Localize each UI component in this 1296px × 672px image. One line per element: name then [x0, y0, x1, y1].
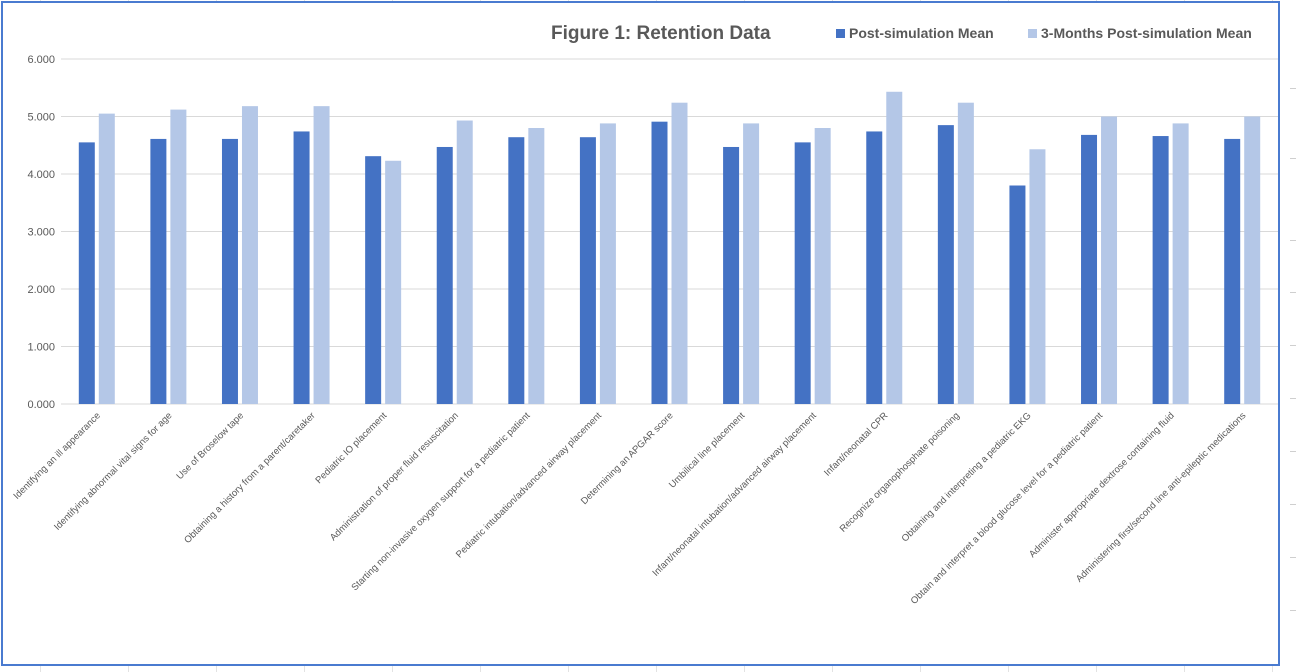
- bar-3-months-11: [814, 128, 831, 404]
- legend-label-post-simulation: Post-simulation Mean: [849, 25, 994, 41]
- bar-post-simulation-7: [508, 137, 525, 404]
- bar-3-months-14: [1029, 149, 1046, 404]
- x-tick-label: Administer appropriate dextrose containi…: [1027, 410, 1177, 560]
- bar-post-simulation-9: [651, 121, 668, 405]
- bar-3-months-1: [98, 113, 115, 404]
- bar-post-simulation-8: [579, 137, 596, 404]
- x-tick-label: Obtaining and interpreting a pediatric E…: [900, 410, 1034, 544]
- bar-3-months-4: [313, 106, 330, 405]
- legend-swatch-3-months: [1028, 29, 1037, 38]
- x-tick-label: Use of Broselow tape: [174, 410, 246, 482]
- bar-post-simulation-12: [866, 131, 883, 404]
- bar-post-simulation-3: [221, 138, 238, 405]
- bar-post-simulation-5: [365, 156, 382, 404]
- gridlines: [61, 58, 1278, 405]
- bar-3-months-17: [1244, 116, 1261, 404]
- bar-post-simulation-13: [937, 125, 954, 404]
- x-tick-label: Administering first/second line anti-epi…: [1074, 410, 1248, 584]
- bar-3-months-6: [456, 120, 473, 405]
- bar-3-months-13: [957, 102, 974, 404]
- bar-3-months-3: [241, 106, 258, 405]
- x-tick-label: Umbilical line placement: [667, 410, 747, 490]
- bar-3-months-10: [743, 123, 760, 405]
- chart-title: Figure 1: Retention Data: [551, 23, 771, 44]
- y-tick-label: 3.000: [27, 227, 55, 239]
- bar-chart-plot: 0.000 1.000 2.000 3.000 4.000 5.000 6.000 Iden…: [11, 54, 1278, 607]
- y-tick-label: 5.000: [27, 112, 55, 124]
- y-tick-label: 6.000: [27, 54, 55, 66]
- bars: [78, 91, 1261, 405]
- y-tick-label: 1.000: [27, 342, 55, 354]
- bar-3-months-5: [385, 160, 402, 404]
- bar-3-months-9: [671, 102, 688, 404]
- x-tick-label: Administration of proper fluid resuscita…: [328, 410, 461, 543]
- x-tick-label: Recognize organophosphate poisoning: [838, 410, 962, 534]
- x-tick-label: Identifying abnormal vital signs for age: [52, 410, 174, 532]
- y-axis-tick-labels: 0.000 1.000 2.000 3.000 4.000 5.000 6.000: [27, 54, 55, 411]
- bar-post-simulation-11: [794, 142, 811, 404]
- bar-post-simulation-15: [1081, 134, 1098, 404]
- bar-post-simulation-1: [78, 142, 95, 404]
- bar-post-simulation-2: [150, 138, 167, 405]
- legend-entry-3-months: 3-Months Post-simulation Mean: [1028, 25, 1252, 41]
- x-tick-label: Pediatric IO placement: [314, 410, 390, 486]
- bar-3-months-12: [886, 91, 903, 405]
- bar-post-simulation-6: [436, 146, 453, 404]
- legend-entry-post-simulation: Post-simulation Mean: [836, 25, 994, 41]
- legend-swatch-post-simulation: [836, 29, 845, 38]
- bar-post-simulation-17: [1224, 138, 1241, 405]
- x-tick-label: Obtaining a history from a parent/careta…: [182, 410, 317, 545]
- bar-post-simulation-4: [293, 131, 310, 404]
- bar-post-simulation-10: [723, 146, 740, 404]
- chart-area[interactable]: Figure 1: Retention Data Post-simulation…: [1, 1, 1280, 666]
- x-axis-tick-labels: Identifying an ill appearanceIdentifying…: [11, 410, 1248, 607]
- bar-3-months-2: [170, 109, 187, 404]
- bar-post-simulation-16: [1152, 136, 1169, 405]
- x-tick-label: Infant/neonatal intubation/advanced airw…: [650, 410, 819, 579]
- bar-post-simulation-14: [1009, 185, 1026, 404]
- y-tick-label: 0.000: [27, 399, 55, 411]
- x-tick-label: Infant/neonatal CPR: [822, 410, 890, 478]
- y-tick-label: 4.000: [27, 169, 55, 181]
- bar-3-months-15: [1101, 116, 1118, 404]
- bar-3-months-8: [599, 123, 616, 405]
- bar-3-months-16: [1172, 123, 1189, 405]
- legend-label-3-months: 3-Months Post-simulation Mean: [1041, 25, 1252, 41]
- x-tick-label: Pediatric intubation/advanced airway pla…: [454, 410, 604, 560]
- y-tick-label: 2.000: [27, 284, 55, 296]
- bar-3-months-7: [528, 128, 545, 404]
- sheet-edge-marks: [1282, 0, 1296, 672]
